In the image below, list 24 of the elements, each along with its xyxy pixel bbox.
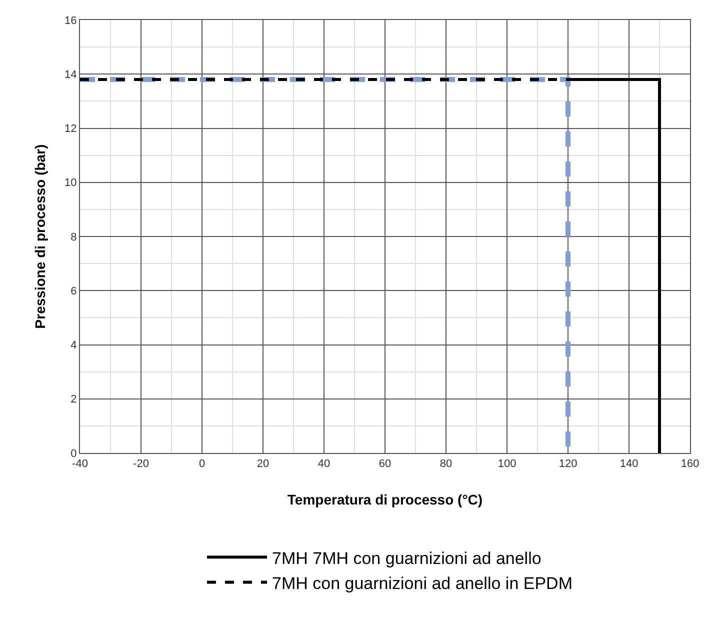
x-tick-label: 20 [256,458,270,470]
y-tick-label: 8 [70,231,77,244]
legend-label: 7MH 7MH con guarnizioni ad anello [272,548,542,568]
y-tick-label: 0 [70,448,77,460]
y-tick-label: 10 [64,177,77,190]
x-tick-label: 100 [498,458,516,470]
x-tick-label: -40 [72,458,88,470]
x-tick-label: 60 [378,458,392,470]
y-tick-label: 6 [70,285,77,298]
x-tick-label: 80 [440,458,452,470]
legend-label: 7MH con guarnizioni ad anello in EPDM [272,574,572,593]
y-tick-label: 4 [70,340,77,352]
y-tick-label: 2 [70,394,77,406]
y-axis-title: Pressione di processo (bar) [32,144,48,329]
x-tick-label: 0 [198,458,206,470]
y-tick-label: 16 [64,14,77,27]
x-tick-label: 40 [318,458,330,470]
x-tick-label: 140 [620,458,638,470]
x-tick-label: 160 [680,458,700,470]
x-tick-label: 120 [558,458,578,470]
x-tick-label: -20 [133,458,149,470]
y-tick-label: 12 [64,123,77,136]
y-tick-label: 14 [64,68,77,81]
x-axis-title: Temperatura di processo (°C) [287,492,483,508]
